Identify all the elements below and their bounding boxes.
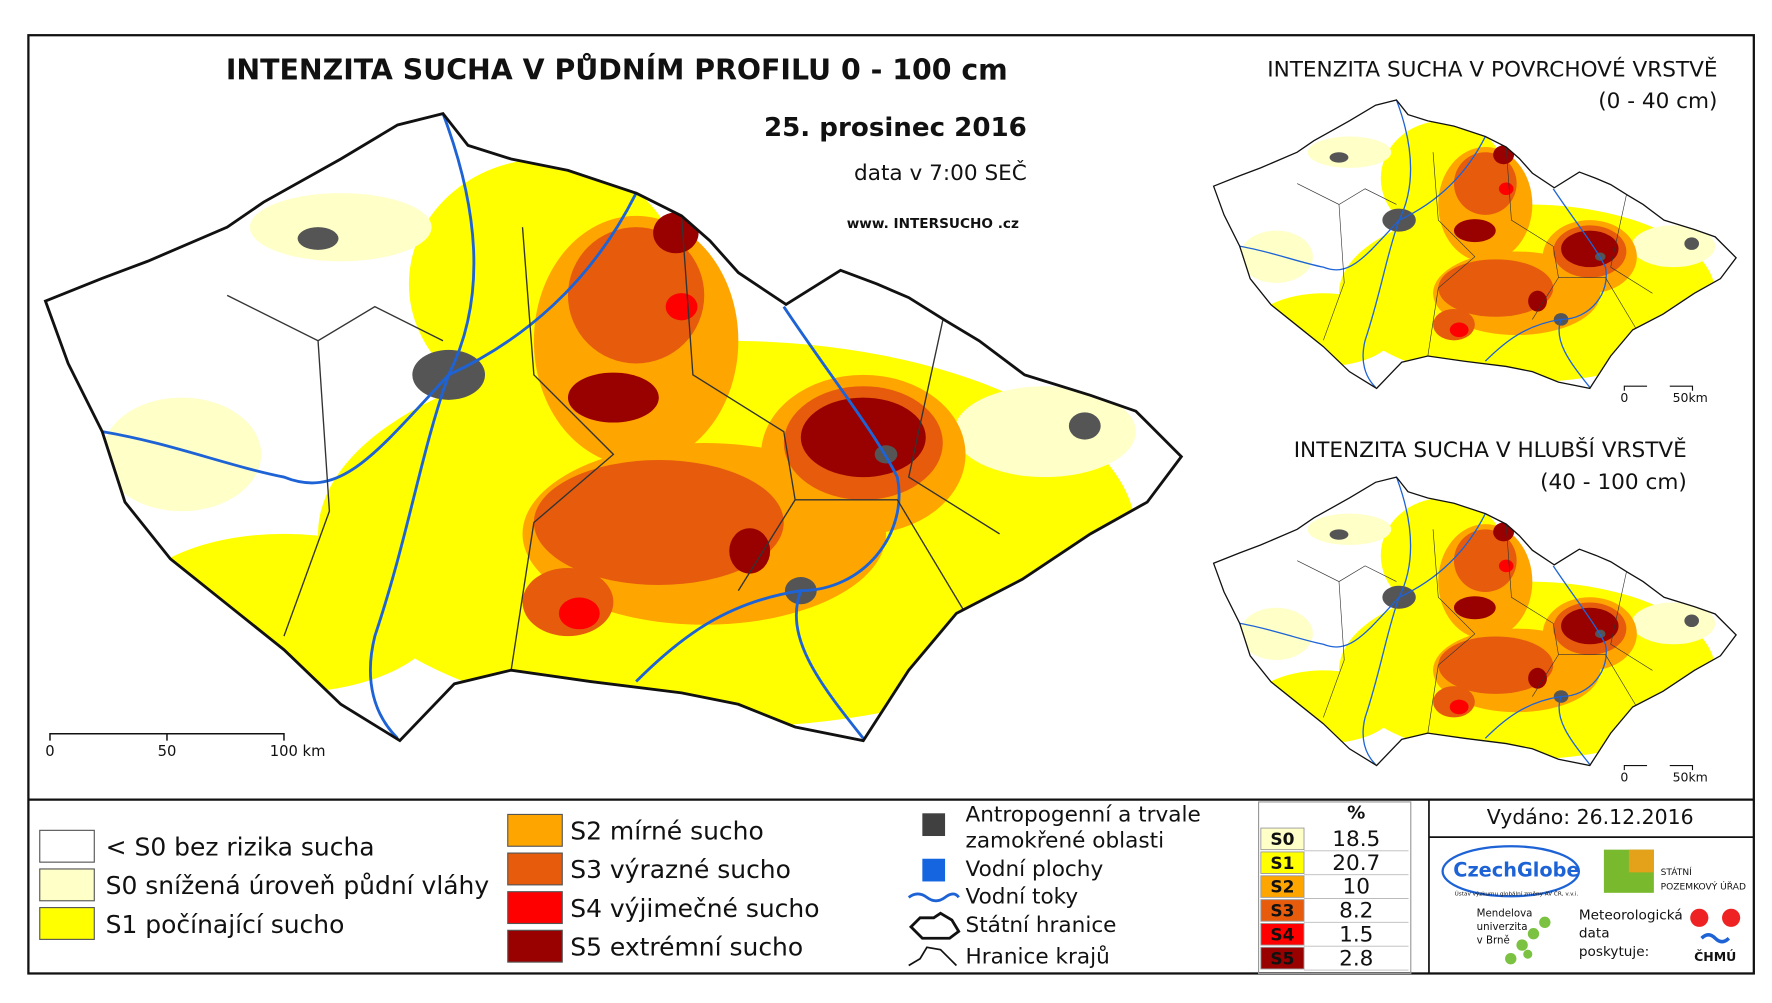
stats-percent: 1.5	[1339, 922, 1373, 947]
stats-class: S0	[1270, 830, 1294, 850]
stats-percent: 20.7	[1332, 851, 1380, 876]
scale-label: 0	[1620, 390, 1628, 405]
scale-bar	[1623, 765, 1694, 771]
data-time: data v 7:00 SEČ	[854, 160, 1027, 186]
logo-chmu-mark	[1722, 908, 1741, 927]
logo-czechglobe-ring	[1441, 845, 1581, 898]
stats-header: %	[1347, 802, 1365, 823]
legend-symbol-label: Vodní toky	[966, 884, 1079, 909]
stats-frame	[1258, 801, 1412, 975]
chmu-note: data	[1579, 926, 1610, 942]
scale-label: 0	[45, 743, 54, 760]
deep-depth: (40 - 100 cm)	[1540, 470, 1687, 495]
legend-swatch	[39, 829, 95, 863]
stats-percent: 2.8	[1339, 946, 1373, 971]
legend-swatch	[507, 891, 563, 925]
legend-swatch	[39, 907, 95, 940]
stats-class: S3	[1270, 902, 1294, 922]
legend-label: S5 extrémní sucho	[570, 932, 803, 961]
stats-class-cell	[1260, 827, 1305, 851]
logo-spu: STÁTNÍ	[1661, 866, 1692, 878]
logo-chmu-mark	[1690, 908, 1709, 927]
legend-label: S0 snížená úroveň půdní vláhy	[106, 871, 490, 900]
logo-chmu-mark	[1700, 933, 1731, 944]
stats-class: S4	[1270, 925, 1294, 945]
stats-class-cell	[1260, 851, 1305, 874]
scale-bar	[1623, 385, 1694, 391]
symbol-region-border	[908, 946, 958, 967]
legend-label: S3 výrazné sucho	[570, 855, 791, 884]
symbol-water-body	[922, 858, 946, 882]
stats-percent: 8.2	[1339, 899, 1373, 924]
legend-label: S2 mírné sucho	[570, 817, 764, 846]
main-map	[45, 114, 1181, 741]
main-title: INTENZITA SUCHA V PŮDNÍM PROFILU 0 - 100…	[226, 53, 1008, 87]
website: www. INTERSUCHO .cz	[847, 216, 1019, 232]
symbol-state-border	[908, 911, 961, 940]
logo-chmu: ČHMÚ	[1694, 949, 1736, 964]
chmu-note: Meteorologická	[1579, 908, 1683, 924]
surface-title: INTENZITA SUCHA V POVRCHOVÉ VRSTVĚ	[1267, 56, 1717, 82]
stats-class-cell	[1260, 899, 1305, 922]
scale-label: 50km	[1673, 390, 1708, 405]
scale-label: 50	[158, 743, 177, 760]
legend-label: < S0 bez rizika sucha	[106, 833, 375, 862]
stats-class-cell	[1260, 875, 1305, 898]
logo-spu-mark	[1628, 849, 1654, 873]
stats-class: S1	[1270, 854, 1294, 874]
deep-title: INTENZITA SUCHA V HLUBŠÍ VRSTVĚ	[1294, 437, 1687, 463]
chmu-note: poskytuje:	[1579, 944, 1649, 960]
logo-mendelu: univerzita	[1477, 922, 1528, 933]
date: 25. prosinec 2016	[764, 113, 1027, 143]
logo-czechglobe: CzechGlobe	[1453, 859, 1579, 882]
logo-czechglobe-sub: Ústav výzkumu globální změny AV ČR, v.v.…	[1455, 890, 1579, 897]
scale-label: 0	[1620, 770, 1628, 785]
legend-label: S1 počínající sucho	[106, 910, 345, 939]
surface-depth: (0 - 40 cm)	[1598, 89, 1717, 114]
legend-swatch	[507, 852, 563, 886]
stats-class-cell	[1260, 923, 1305, 946]
logo-spu: POZEMKOVÝ ÚŘAD	[1661, 881, 1746, 893]
surface-map	[1214, 100, 1737, 388]
legend-symbol-label: Státní hranice	[966, 913, 1117, 938]
symbol-anthropogenic	[922, 813, 946, 837]
symbol-river	[907, 892, 960, 903]
logo-mendelu: v Brně	[1477, 935, 1510, 947]
stats-percent: 10	[1343, 875, 1370, 900]
deep-map	[1214, 477, 1737, 765]
legend-swatch	[39, 868, 95, 902]
legend-symbol-label: zamokřené oblasti	[966, 829, 1165, 854]
legend-label: S4 výjimečné sucho	[570, 894, 819, 923]
scale-bar	[49, 733, 285, 741]
stats-class: S5	[1270, 949, 1294, 969]
stats-percent: 18.5	[1332, 827, 1380, 852]
legend-swatch	[507, 813, 563, 847]
legend-symbol-label: Antropogenní a trvale	[966, 803, 1201, 828]
logo-mendelu-dots	[1505, 916, 1551, 965]
issued: Vydáno: 26.12.2016	[1487, 805, 1694, 829]
scale-label: 100 km	[270, 743, 326, 760]
legend-symbol-label: Vodní plochy	[966, 857, 1104, 882]
frame	[27, 34, 1755, 975]
legend-swatch	[507, 929, 563, 963]
legend-symbol-label: Hranice krajů	[966, 945, 1110, 970]
stats-class-cell	[1260, 946, 1305, 970]
logo-mendelu: Mendelova	[1477, 908, 1533, 919]
scale-label: 50km	[1673, 770, 1708, 785]
stats-class: S2	[1270, 878, 1294, 898]
